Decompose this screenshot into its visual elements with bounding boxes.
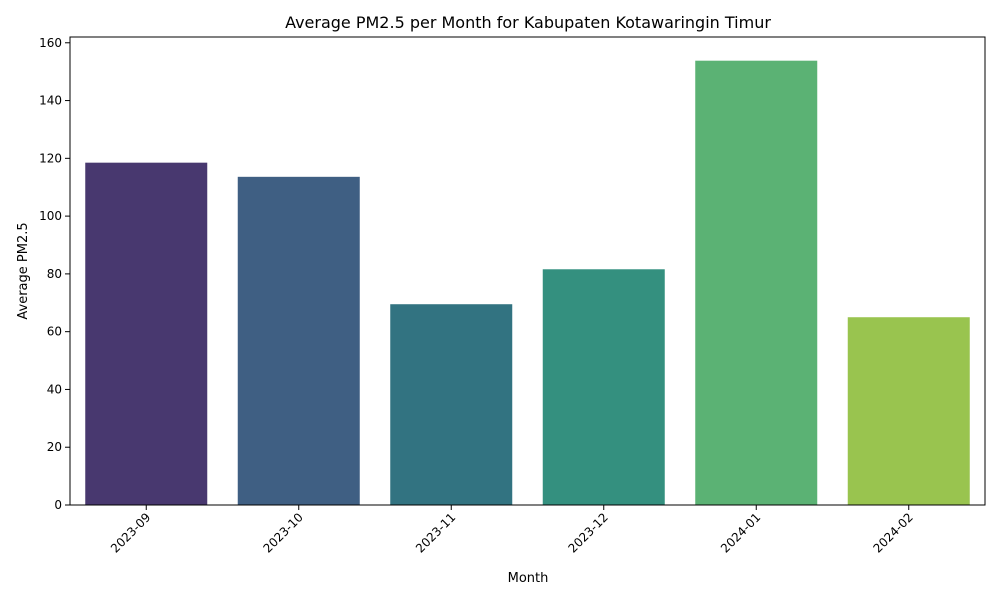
y-tick-label: 160 [39, 36, 62, 50]
y-tick-label: 100 [39, 209, 62, 223]
y-axis: 0 20 40 60 80 100 120 140 160 [39, 36, 70, 512]
x-tick-label: 2023-12 [566, 510, 611, 555]
bar-2023-12 [542, 269, 665, 505]
chart-title: Average PM2.5 per Month for Kabupaten Ko… [285, 13, 771, 32]
x-tick-label: 2024-01 [718, 510, 763, 555]
plot-frame [69, 36, 986, 506]
x-tick-label: 2023-11 [413, 510, 458, 555]
x-tick-label: 2023-10 [261, 510, 306, 555]
y-tick-label: 140 [39, 94, 62, 108]
x-tick-label: 2023-09 [108, 510, 153, 555]
bar-2023-09 [85, 162, 208, 506]
y-tick-label: 40 [47, 382, 62, 396]
bar-2024-02 [847, 317, 970, 505]
x-tick-label: 2024-02 [871, 510, 916, 555]
bars-layer [85, 60, 970, 506]
bar-2023-11 [390, 304, 513, 505]
y-tick-label: 120 [39, 151, 62, 165]
y-tick-label: 80 [47, 267, 62, 281]
x-axis-label: Month [508, 571, 549, 586]
y-tick-label: 60 [47, 325, 62, 339]
y-tick-label: 20 [47, 440, 62, 454]
bar-2023-10 [237, 176, 360, 505]
y-tick-label: 0 [54, 498, 62, 512]
y-axis-label: Average PM2.5 [16, 222, 31, 319]
bar-2024-01 [695, 60, 818, 505]
x-axis: 2023-09 2023-10 2023-11 2023-12 2024-01 2024-… [108, 505, 916, 556]
